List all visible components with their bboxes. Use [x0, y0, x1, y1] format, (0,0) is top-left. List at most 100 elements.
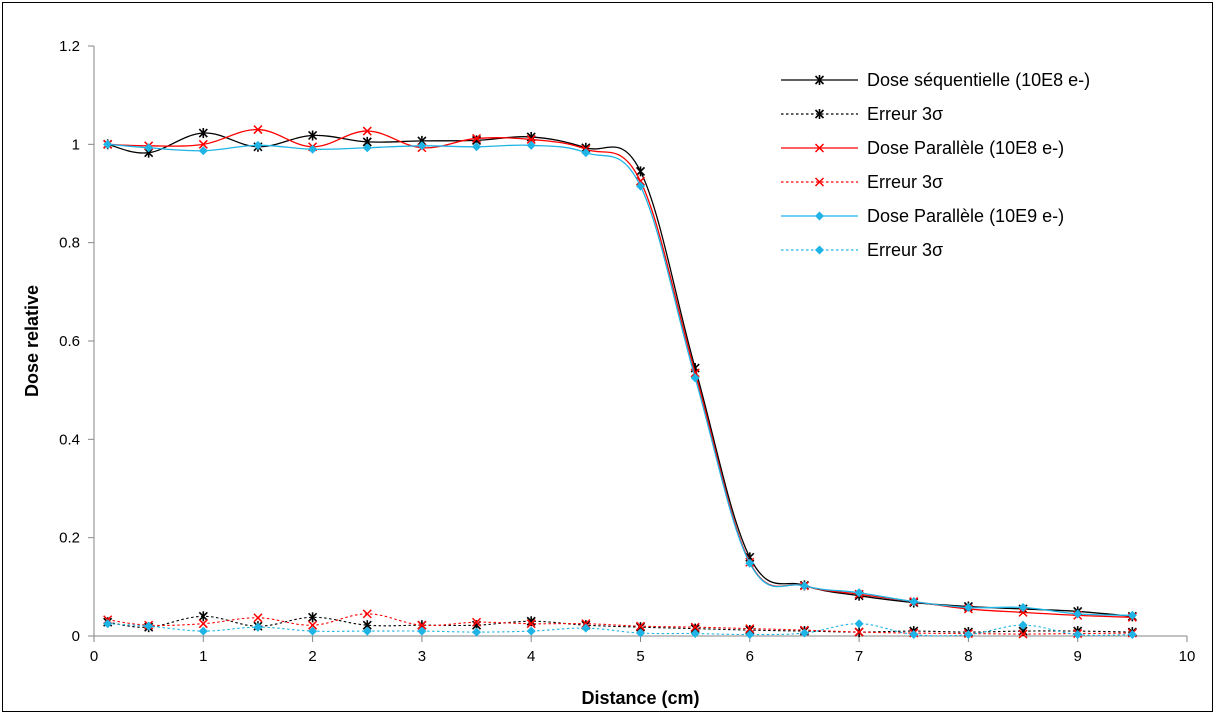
- series-line: [107, 615, 1133, 633]
- data-point: [362, 143, 372, 153]
- data-point: [635, 176, 646, 186]
- data-point: [472, 133, 482, 143]
- data-point: [526, 140, 536, 150]
- y-tick-label: 1.2: [59, 38, 80, 55]
- x-tick-label: 3: [418, 648, 426, 665]
- data-point: [1018, 620, 1028, 630]
- data-point: [362, 609, 372, 619]
- data-point: [472, 142, 482, 152]
- data-point: [526, 134, 536, 144]
- data-point: [308, 144, 318, 154]
- x-tick-label: 7: [855, 648, 863, 665]
- y-tick-label: 0.2: [59, 530, 80, 547]
- data-point: [799, 581, 809, 591]
- data-point: [362, 626, 372, 636]
- data-point: [854, 588, 864, 598]
- y-tick-label: 0.8: [59, 235, 80, 252]
- data-point: [1127, 610, 1137, 620]
- data-point: [144, 621, 154, 631]
- data-point: [417, 626, 427, 636]
- legend-marker: [815, 245, 824, 255]
- data-point: [526, 626, 536, 636]
- data-point: [417, 620, 427, 630]
- data-point: [253, 622, 263, 632]
- data-point: [198, 139, 208, 149]
- data-point: [362, 126, 372, 136]
- data-point: [1018, 629, 1028, 639]
- data-point: [198, 619, 208, 629]
- data-point: [198, 611, 208, 622]
- data-point: [308, 130, 318, 141]
- y-tick-label: 0.6: [59, 333, 80, 350]
- legend: Dose séquentielle (10E8 e-) Erreur 3σ Dose…: [781, 70, 1090, 260]
- x-tick-label: 0: [90, 648, 98, 665]
- data-point: [1073, 609, 1083, 619]
- data-point: [636, 628, 645, 638]
- series-line: [107, 613, 1133, 635]
- legend-entry: Dose Parallèle (10E8 e-): [781, 138, 1064, 158]
- legend-entry: Dose séquentielle (10E8 e-): [781, 70, 1090, 90]
- data-point: [581, 623, 591, 633]
- legend-label: Dose Parallèle (10E8 e-): [867, 138, 1064, 158]
- x-tick-label: 1: [199, 648, 207, 665]
- series-line: [107, 128, 1133, 618]
- x-tick-label: 10: [1179, 648, 1196, 665]
- x-tick-label: 8: [964, 648, 972, 665]
- legend-marker: [815, 211, 824, 221]
- legend-marker: [814, 177, 825, 187]
- y-axis-title: Dose relative: [22, 285, 42, 397]
- legend-entry: Erreur 3σ: [781, 172, 943, 192]
- data-point: [581, 148, 591, 158]
- data-point: [745, 558, 755, 568]
- x-tick-label: 6: [746, 648, 754, 665]
- y-tick-label: 0.4: [59, 431, 80, 448]
- legend-entry: Erreur 3σ: [781, 104, 943, 124]
- data-point: [690, 373, 700, 383]
- data-point: [103, 139, 113, 149]
- data-point: [909, 630, 919, 640]
- data-point: [799, 628, 809, 638]
- data-point: [1073, 630, 1083, 640]
- series-line: [107, 143, 1133, 616]
- x-tick-label: 2: [308, 648, 316, 665]
- data-point: [1018, 607, 1028, 617]
- data-point: [417, 141, 427, 151]
- data-point: [909, 597, 919, 607]
- axes: 0 1 2 3 4 5 6 7 8 9 10 0 0.2 0.4 0.6 0.8 1 1.2: [59, 38, 1195, 665]
- data-point: [635, 621, 646, 631]
- data-point: [854, 627, 864, 637]
- y-tick-label: 1: [72, 136, 80, 153]
- data-point: [198, 626, 208, 636]
- data-point: [308, 626, 318, 636]
- series-0: [103, 128, 1137, 622]
- series-4: [103, 139, 1137, 620]
- x-tick-label: 4: [527, 648, 535, 665]
- data-point: [144, 143, 154, 153]
- y-tick-label: 0: [72, 628, 80, 645]
- x-tick-label: 9: [1074, 648, 1082, 665]
- data-point: [253, 125, 263, 135]
- series-layer: [103, 125, 1137, 640]
- data-point: [636, 181, 645, 191]
- data-point: [963, 602, 973, 612]
- legend-label: Dose Parallèle (10E9 e-): [867, 206, 1064, 226]
- data-point: [963, 630, 973, 640]
- legend-marker: [814, 143, 825, 153]
- data-point: [526, 619, 536, 629]
- legend-marker: [814, 109, 825, 119]
- legend-marker: [814, 75, 825, 85]
- x-tick-label: 5: [636, 648, 644, 665]
- legend-entry: Dose Parallèle (10E9 e-): [781, 206, 1064, 226]
- data-point: [1127, 630, 1137, 640]
- data-point: [253, 140, 263, 150]
- data-point: [198, 146, 208, 156]
- series-5: [103, 619, 1137, 640]
- data-point: [690, 622, 700, 632]
- data-point: [308, 612, 318, 623]
- data-point: [472, 617, 482, 627]
- data-point: [854, 619, 864, 629]
- data-point: [635, 166, 646, 177]
- data-point: [745, 630, 755, 640]
